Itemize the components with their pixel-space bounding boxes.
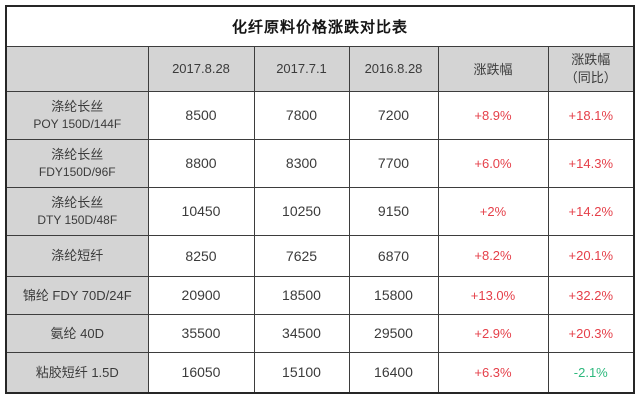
- change-cell: +6.0%: [437, 138, 549, 188]
- price-cell: 8500: [147, 90, 255, 140]
- change-yoy-cell: -2.1%: [547, 351, 635, 394]
- title-row: 化纤原料价格涨跌对比表: [5, 5, 635, 47]
- column-header-change: 涨跌幅: [437, 45, 549, 92]
- table-row-polyester-staple: 涤纶短纤 8250 7625 6870 +8.2% +20.1%: [5, 234, 635, 277]
- price-cell: 10450: [147, 186, 255, 236]
- price-cell: 9150: [348, 186, 439, 236]
- row-label: 氨纶 40D: [5, 313, 149, 353]
- change-cell: +6.3%: [437, 351, 549, 394]
- change-cell: +2%: [437, 186, 549, 236]
- row-label: 锦纶 FDY 70D/24F: [5, 275, 149, 315]
- change-yoy-cell: +20.1%: [547, 234, 635, 277]
- row-label: 涤纶长丝 FDY150D/96F: [5, 138, 149, 188]
- change-cell: +8.9%: [437, 90, 549, 140]
- price-cell: 8250: [147, 234, 255, 277]
- price-cell: 18500: [253, 275, 350, 315]
- column-header-2017-07-01: 2017.7.1: [253, 45, 350, 92]
- change-cell: +13.0%: [437, 275, 549, 315]
- price-cell: 16050: [147, 351, 255, 394]
- row-label-material: 涤纶长丝: [51, 147, 104, 162]
- column-header-change-yoy-line1: 涨跌幅: [571, 51, 611, 67]
- price-cell: 7700: [348, 138, 439, 188]
- row-label: 涤纶长丝 POY 150D/144F: [5, 90, 149, 140]
- table-row-poy-150d-144f: 涤纶长丝 POY 150D/144F 8500 7800 7200 +8.9% …: [5, 90, 635, 140]
- price-cell: 6870: [348, 234, 439, 277]
- price-cell: 35500: [147, 313, 255, 353]
- row-label: 涤纶短纤: [5, 234, 149, 277]
- price-cell: 15800: [348, 275, 439, 315]
- row-label-material: 粘胶短纤 1.5D: [35, 364, 119, 380]
- price-cell: 7800: [253, 90, 350, 140]
- column-header-change-yoy-line2: （同比）: [564, 69, 617, 85]
- table-title: 化纤原料价格涨跌对比表: [5, 5, 635, 47]
- price-cell: 8300: [253, 138, 350, 188]
- price-cell: 8800: [147, 138, 255, 188]
- change-yoy-cell: +32.2%: [547, 275, 635, 315]
- column-header-2017-08-28: 2017.8.28: [147, 45, 255, 92]
- price-cell: 7625: [253, 234, 350, 277]
- column-header-blank: [5, 45, 149, 92]
- row-label: 粘胶短纤 1.5D: [5, 351, 149, 394]
- table-row-spandex-40d: 氨纶 40D 35500 34500 29500 +2.9% +20.3%: [5, 313, 635, 353]
- row-label-spec: POY 150D/144F: [33, 117, 122, 131]
- price-cell: 29500: [348, 313, 439, 353]
- price-cell: 10250: [253, 186, 350, 236]
- table-row-fdy150d-96f: 涤纶长丝 FDY150D/96F 8800 8300 7700 +6.0% +1…: [5, 138, 635, 188]
- table-row-viscose-staple-1-5d: 粘胶短纤 1.5D 16050 15100 16400 +6.3% -2.1%: [5, 351, 635, 394]
- column-header-2016-08-28: 2016.8.28: [348, 45, 439, 92]
- table-row-nylon-fdy-70d-24f: 锦纶 FDY 70D/24F 20900 18500 15800 +13.0% …: [5, 275, 635, 315]
- row-label-material: 涤纶短纤: [51, 248, 104, 263]
- price-cell: 7200: [348, 90, 439, 140]
- row-label-material: 氨纶 40D: [50, 325, 104, 341]
- row-label: 涤纶长丝 DTY 150D/48F: [5, 186, 149, 236]
- change-yoy-cell: +20.3%: [547, 313, 635, 353]
- change-cell: +2.9%: [437, 313, 549, 353]
- row-label-material: 涤纶长丝: [51, 195, 104, 210]
- change-cell: +8.2%: [437, 234, 549, 277]
- row-label-spec: DTY 150D/48F: [37, 213, 118, 227]
- price-comparison-table: 化纤原料价格涨跌对比表 2017.8.28 2017.7.1 2016.8.28…: [5, 5, 636, 394]
- price-cell: 34500: [253, 313, 350, 353]
- change-yoy-cell: +18.1%: [547, 90, 635, 140]
- change-yoy-cell: +14.2%: [547, 186, 635, 236]
- table-header-row: 2017.8.28 2017.7.1 2016.8.28 涨跌幅 涨跌幅 （同比…: [5, 45, 635, 92]
- column-header-change-yoy: 涨跌幅 （同比）: [547, 45, 635, 92]
- row-label-material: 锦纶 FDY 70D/24F: [22, 287, 132, 303]
- price-cell: 20900: [147, 275, 255, 315]
- price-cell: 16400: [348, 351, 439, 394]
- row-label-spec: FDY150D/96F: [38, 165, 116, 179]
- change-yoy-cell: +14.3%: [547, 138, 635, 188]
- row-label-material: 涤纶长丝: [51, 99, 104, 114]
- table-row-dty-150d-48f: 涤纶长丝 DTY 150D/48F 10450 10250 9150 +2% +…: [5, 186, 635, 236]
- price-cell: 15100: [253, 351, 350, 394]
